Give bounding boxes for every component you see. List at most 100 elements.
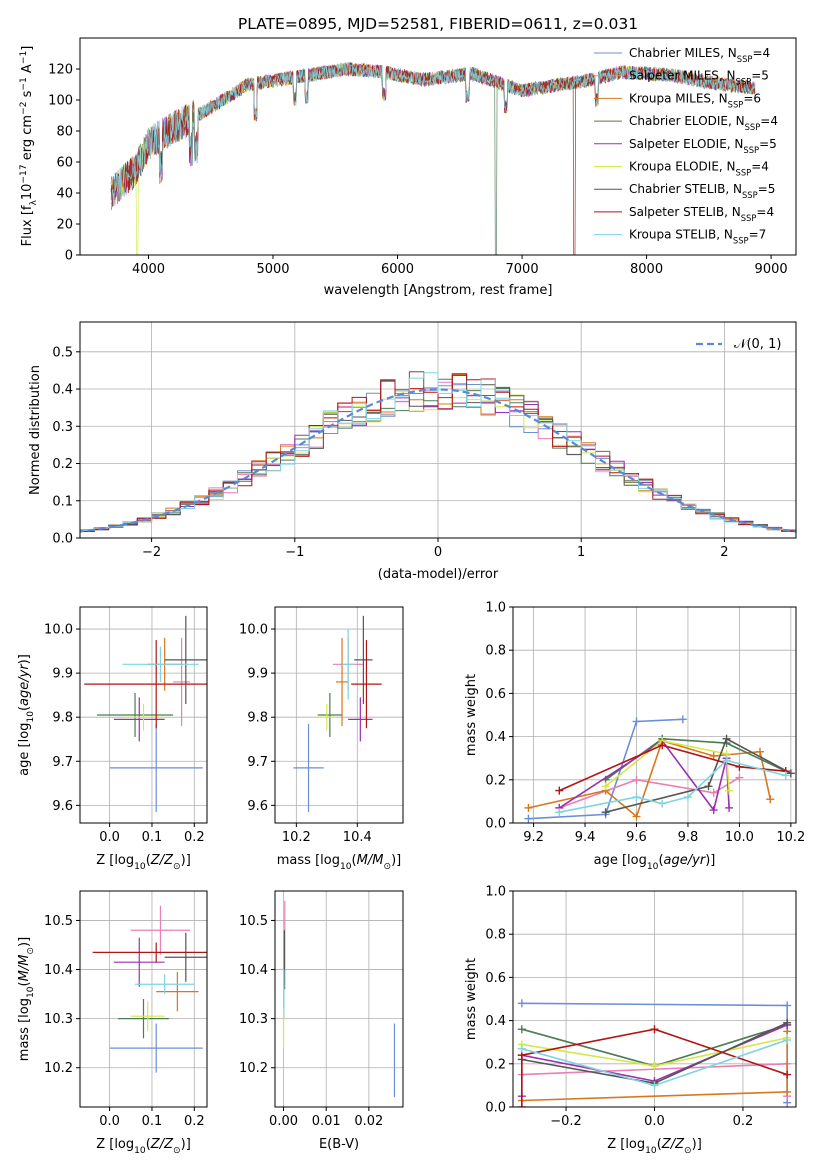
y-tick-label: 10.4 — [44, 963, 73, 978]
series-line — [559, 776, 740, 809]
x-tick-label: 2 — [720, 545, 728, 560]
y-axis-label: Flux [fλ10−17 erg cm−2 s−1 A−1] — [19, 46, 39, 247]
y-tick-label: 9.7 — [52, 755, 73, 770]
y-tick-label: 9.9 — [52, 667, 73, 682]
residuals-panel: −2 −1 0 1 2 0.0 0.1 0.2 0.3 0.4 0.5 𝒩(0, 1) (data-mo… — [28, 321, 797, 582]
age-vs-Z-panel: 0.0 0.1 0.2 9.6 9.7 9.8 9.9 10.0 Z [log10(Z/Z⊙)]… — [17, 606, 208, 872]
y-tick-label: 0.0 — [485, 817, 506, 832]
x-tick-label: 8000 — [630, 262, 663, 277]
y-tick-label: 0.4 — [52, 383, 73, 398]
x-tick-label: 5000 — [256, 262, 289, 277]
y-tick-label: 0.5 — [52, 345, 73, 360]
legend-label: 𝒩(0, 1) — [734, 337, 781, 352]
legend-label: Salpeter STELIB, NSSP=4 — [629, 205, 774, 223]
axes-frame — [274, 606, 404, 824]
x-tick-label: 7000 — [506, 262, 539, 277]
x-tick-label: −1 — [285, 545, 304, 560]
x-axis-label: age [log10(age/yr)] — [594, 853, 716, 872]
legend-label: Kroupa STELIB, NSSP=7 — [629, 228, 766, 246]
mass-vs-ebv-panel: 0.00 0.01 0.02 10.2 10.3 10.4 10.5 E(B-V) — [239, 890, 404, 1152]
y-tick-label: 10.4 — [239, 963, 268, 978]
spectrum-line — [110, 62, 756, 206]
legend-label: Chabrier MILES, NSSP=4 — [629, 46, 770, 64]
x-tick-label: 10.2 — [282, 830, 311, 845]
x-axis-label: mass [log10(M/M⊙)] — [277, 853, 401, 872]
x-tick-label: 10.0 — [725, 830, 754, 845]
mass-weight-vs-age-panel: 9.2 9.4 9.6 9.8 10.0 10.2 0.0 0.2 0.4 0.6 0.8 1.0 ag… — [464, 601, 805, 873]
plot-area — [293, 615, 382, 812]
histogram-step — [80, 372, 796, 534]
y-axis-label: age [log10(age/yr)] — [17, 654, 36, 776]
x-tick-label: 0.1 — [142, 1114, 163, 1129]
plot-area — [84, 615, 207, 812]
y-tick-label: 9.6 — [247, 799, 268, 814]
axes-frame — [274, 890, 404, 1108]
axes-frame — [79, 890, 208, 1108]
x-tick-label: 0.2 — [184, 1114, 205, 1129]
series-line — [605, 737, 792, 813]
series-line — [520, 1028, 788, 1107]
y-tick-label: 10.3 — [239, 1012, 268, 1027]
x-tick-label: 10.2 — [776, 830, 805, 845]
age-vs-mass-panel: 10.2 10.4 9.6 9.7 9.8 9.9 10.0 mass [log10(M/M⊙… — [239, 606, 404, 872]
x-axis-label: E(B-V) — [319, 1137, 359, 1152]
legend-label: Salpeter MILES, NSSP=5 — [629, 69, 769, 87]
x-tick-label: 0.1 — [142, 830, 163, 845]
figure-title: PLATE=0895, MJD=52581, FIBERID=0611, z=0… — [238, 15, 638, 33]
x-tick-label: 10.4 — [343, 830, 372, 845]
y-tick-label: 0.1 — [52, 494, 73, 509]
mass-vs-Z-panel: 0.0 0.1 0.2 10.2 10.3 10.4 10.5 Z [log10(Z/Z⊙)]… — [17, 890, 208, 1156]
y-tick-label: 1.0 — [485, 885, 506, 900]
y-tick-label: 0.2 — [485, 773, 506, 788]
y-tick-label: 0.6 — [485, 971, 506, 986]
x-tick-label: 6000 — [381, 262, 414, 277]
x-axis-label: Z [log10(Z/Z⊙)] — [96, 1137, 191, 1156]
y-tick-label: 10.5 — [239, 914, 268, 929]
series-line — [559, 759, 786, 813]
axes-frame — [512, 606, 797, 824]
y-tick-label: 9.6 — [52, 799, 73, 814]
plot-area — [110, 62, 756, 255]
x-axis-label: Z [log10(Z/Z⊙)] — [607, 1137, 702, 1156]
y-tick-label: 100 — [48, 94, 73, 109]
x-tick-label: 0.2 — [733, 1114, 754, 1129]
y-axis-label: mass weight — [464, 674, 479, 756]
x-tick-label: 0 — [434, 545, 442, 560]
legend-label: Chabrier STELIB, NSSP=5 — [629, 182, 775, 200]
legend-label: Chabrier ELODIE, NSSP=4 — [629, 114, 778, 132]
y-tick-label: 0.6 — [485, 687, 506, 702]
y-tick-label: 9.7 — [247, 755, 268, 770]
y-tick-label: 0.2 — [485, 1057, 506, 1072]
x-tick-label: 9.2 — [523, 830, 544, 845]
y-axis-label: mass weight — [464, 958, 479, 1040]
y-axis-label: Normed distribution — [28, 365, 43, 495]
y-tick-label: 0.2 — [52, 457, 73, 472]
y-axis-label: mass [log10(M/M⊙)] — [17, 937, 36, 1061]
y-tick-label: 10.5 — [44, 914, 73, 929]
y-tick-label: 0.3 — [52, 420, 73, 435]
x-tick-label: 0.0 — [99, 830, 120, 845]
legend-label: Kroupa MILES, NSSP=6 — [629, 91, 761, 109]
legend-label: Salpeter ELODIE, NSSP=5 — [629, 137, 777, 155]
plot-area — [92, 905, 207, 1073]
y-tick-label: 0.0 — [52, 532, 73, 547]
y-tick-label: 10.0 — [239, 623, 268, 638]
x-tick-label: 9.6 — [626, 830, 647, 845]
y-tick-label: 0 — [65, 249, 73, 264]
spectrum-panel: 4000 5000 6000 7000 8000 9000 0 20 40 60 80 100 120 w… — [19, 37, 797, 298]
y-tick-label: 10.2 — [44, 1061, 73, 1076]
axes-frame — [79, 37, 797, 256]
x-tick-label: 4000 — [132, 262, 165, 277]
plot-area — [80, 371, 796, 534]
y-tick-label: 10.0 — [44, 623, 73, 638]
y-tick-label: 10.3 — [44, 1012, 73, 1027]
x-tick-label: 0.0 — [644, 1114, 665, 1129]
y-tick-label: 20 — [56, 218, 73, 233]
x-tick-label: 0.0 — [99, 1114, 120, 1129]
x-axis-label: Z [log10(Z/Z⊙)] — [96, 853, 191, 872]
x-tick-label: 0.02 — [354, 1114, 383, 1129]
x-axis-label: wavelength [Angstrom, rest frame] — [324, 283, 553, 298]
series-line — [605, 740, 730, 791]
y-tick-label: 10.2 — [239, 1061, 268, 1076]
